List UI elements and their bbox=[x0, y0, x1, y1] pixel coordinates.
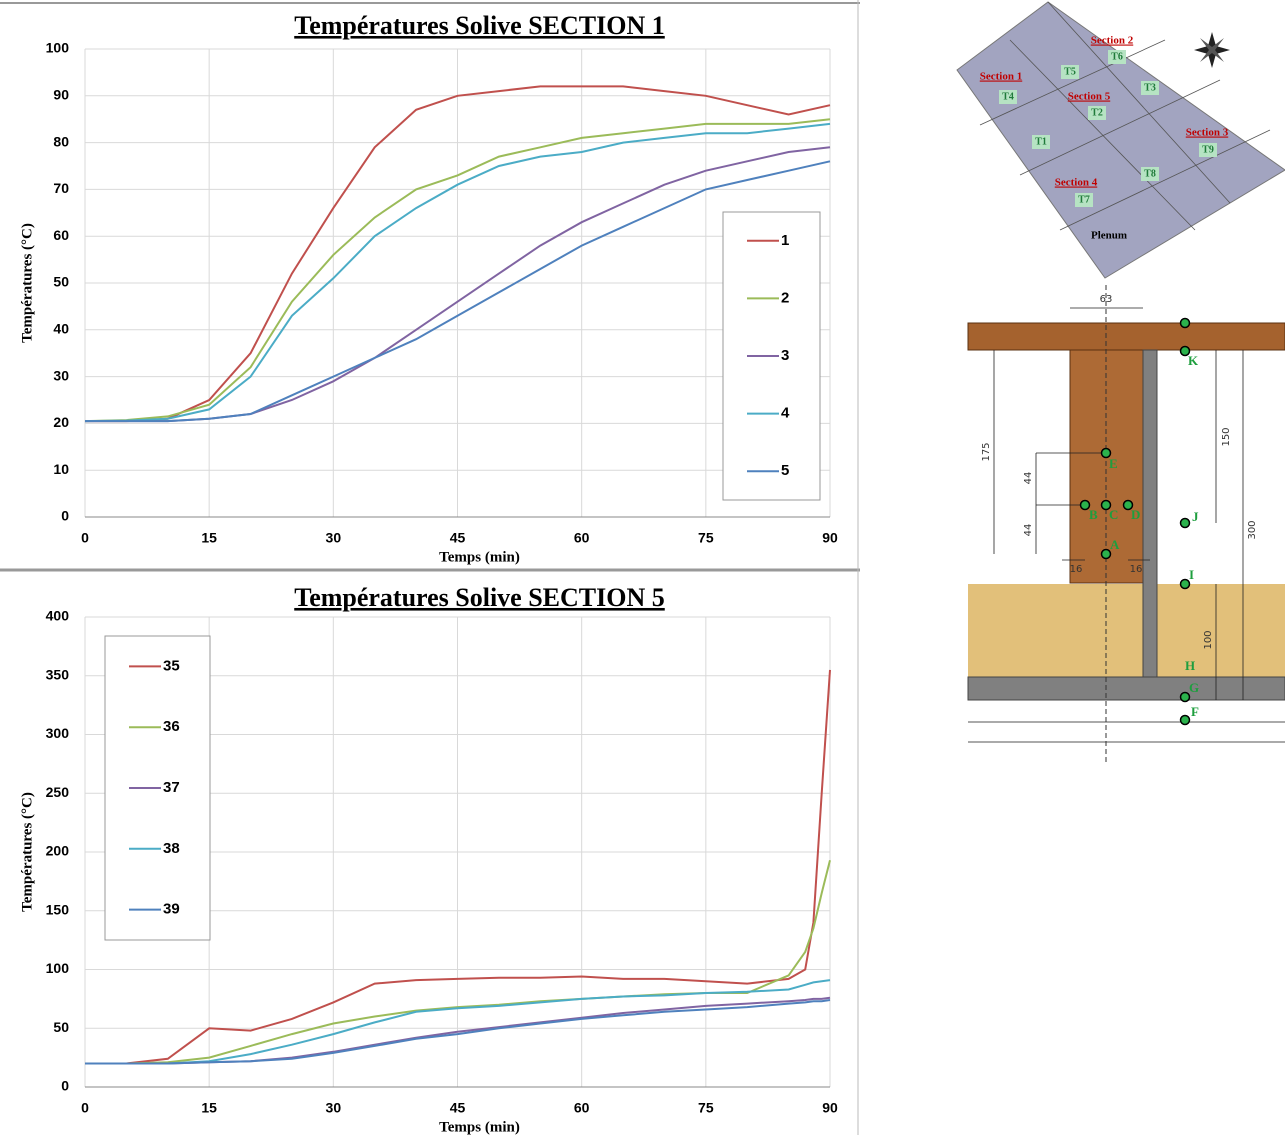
page: Section 1 Section 2 Section 5 Section 3 … bbox=[0, 0, 1285, 1135]
top-beam bbox=[968, 323, 1285, 350]
y-axis-label: Températures (°C) bbox=[19, 223, 35, 343]
legend-label: 3 bbox=[781, 347, 789, 364]
y-tick-label: 100 bbox=[46, 960, 70, 976]
x-tick-label: 0 bbox=[81, 1100, 89, 1116]
x-tick-label: 15 bbox=[201, 530, 217, 546]
point-label: C bbox=[1109, 507, 1118, 522]
legend-label: 37 bbox=[163, 779, 180, 796]
dimension: 44 bbox=[1023, 472, 1034, 485]
compass bbox=[1194, 32, 1230, 68]
x-tick-label: 75 bbox=[698, 1100, 714, 1116]
x-tick-label: 15 bbox=[201, 1100, 217, 1116]
x-axis-label: Temps (min) bbox=[439, 1119, 520, 1135]
x-tick-label: 60 bbox=[574, 1100, 590, 1116]
x-tick-label: 60 bbox=[574, 530, 590, 546]
point-label: I bbox=[1189, 567, 1194, 582]
y-tick-label: 80 bbox=[53, 133, 69, 149]
x-tick-label: 30 bbox=[326, 530, 342, 546]
x-tick-label: 45 bbox=[450, 1100, 466, 1116]
plan-diagram: Section 1 Section 2 Section 5 Section 3 … bbox=[957, 2, 1285, 278]
dimension: 44 bbox=[1023, 524, 1034, 537]
legend-label: 36 bbox=[163, 718, 180, 735]
y-tick-label: 60 bbox=[53, 227, 69, 243]
steel-plate bbox=[1143, 350, 1157, 677]
y-tick-label: 40 bbox=[53, 321, 69, 337]
x-tick-label: 30 bbox=[326, 1100, 342, 1116]
y-tick-label: 50 bbox=[53, 1019, 69, 1035]
y-tick-label: 10 bbox=[53, 461, 69, 477]
dimension: 16 bbox=[1070, 564, 1083, 575]
dimension: 16 bbox=[1130, 564, 1143, 575]
point-label: B bbox=[1089, 507, 1098, 522]
x-tick-label: 75 bbox=[698, 530, 714, 546]
chart-title: Températures Solive SECTION 5 bbox=[294, 583, 665, 612]
section-label: Section 2 bbox=[1091, 35, 1134, 47]
dimension: 175 bbox=[981, 442, 992, 461]
legend-label: 5 bbox=[781, 462, 789, 479]
point-label: H bbox=[1185, 658, 1195, 673]
legend-label: 38 bbox=[163, 840, 180, 857]
osb-panel bbox=[968, 584, 1285, 677]
y-tick-label: 50 bbox=[53, 274, 69, 290]
section-label: Section 1 bbox=[980, 71, 1022, 83]
point-label: F bbox=[1191, 704, 1199, 719]
point-label: J bbox=[1192, 509, 1199, 524]
point-label: G bbox=[1189, 680, 1199, 695]
sensor-label: T6 bbox=[1111, 51, 1123, 62]
y-tick-label: 0 bbox=[61, 508, 69, 524]
legend-label: 39 bbox=[163, 901, 180, 918]
chart-title: Températures Solive SECTION 1 bbox=[294, 11, 665, 40]
point-label: E bbox=[1109, 456, 1118, 471]
dimension: 100 bbox=[1203, 630, 1214, 649]
y-tick-label: 100 bbox=[46, 40, 70, 56]
legend-label: 4 bbox=[781, 405, 790, 422]
legend-label: 1 bbox=[781, 232, 789, 249]
y-tick-label: 90 bbox=[53, 87, 69, 103]
y-tick-label: 70 bbox=[53, 180, 69, 196]
y-tick-label: 300 bbox=[46, 725, 70, 741]
legend-label: 35 bbox=[163, 657, 180, 674]
sensor-label: T1 bbox=[1035, 136, 1047, 147]
point-label: D bbox=[1131, 507, 1140, 522]
sensor-label: T2 bbox=[1091, 107, 1103, 118]
y-tick-label: 150 bbox=[46, 901, 70, 917]
y-tick-label: 30 bbox=[53, 367, 69, 383]
sensor-label: T4 bbox=[1002, 91, 1014, 102]
dimension: 63 bbox=[1100, 294, 1113, 305]
point-label: A bbox=[1110, 537, 1120, 552]
legend-label: 2 bbox=[781, 289, 789, 306]
x-tick-label: 45 bbox=[450, 530, 466, 546]
section-label: Section 3 bbox=[1186, 127, 1229, 139]
x-tick-label: 90 bbox=[822, 1100, 838, 1116]
y-tick-label: 20 bbox=[53, 414, 69, 430]
y-tick-label: 200 bbox=[46, 843, 70, 859]
sensor-label: T3 bbox=[1144, 82, 1156, 93]
y-tick-label: 0 bbox=[61, 1078, 69, 1094]
sensor-label: T7 bbox=[1078, 194, 1090, 205]
y-tick-label: 350 bbox=[46, 666, 70, 682]
sensor-label: T8 bbox=[1144, 168, 1156, 179]
steel-plate bbox=[968, 677, 1285, 700]
y-tick-label: 250 bbox=[46, 784, 70, 800]
point-label: K bbox=[1188, 353, 1199, 368]
cross-section: 63 175 44 44 16 16 150 300 100 K E B C D… bbox=[968, 285, 1285, 765]
section-label: Section 4 bbox=[1055, 177, 1098, 189]
x-axis-label: Temps (min) bbox=[439, 549, 520, 565]
sensor-label: T5 bbox=[1064, 66, 1076, 77]
x-tick-label: 0 bbox=[81, 530, 89, 546]
x-tick-label: 90 bbox=[822, 530, 838, 546]
dimension: 300 bbox=[1247, 520, 1258, 539]
sensor-label: T9 bbox=[1202, 144, 1214, 155]
plenum-label: Plenum bbox=[1091, 230, 1127, 242]
y-axis-label: Températures (°C) bbox=[19, 792, 35, 912]
chart-bg bbox=[0, 0, 860, 1135]
section-label: Section 5 bbox=[1068, 91, 1111, 103]
dimension: 150 bbox=[1221, 427, 1232, 446]
y-tick-label: 400 bbox=[46, 608, 70, 624]
